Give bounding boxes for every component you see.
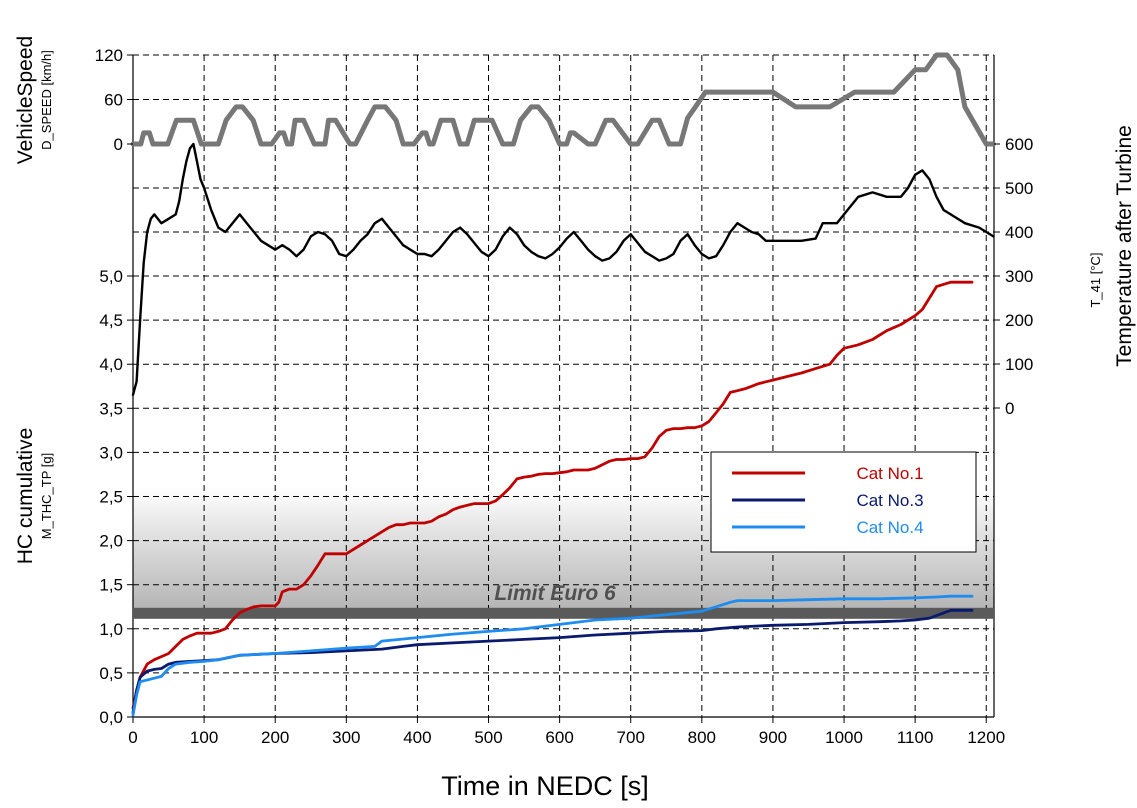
x-tick-label: 1200 <box>967 728 1005 747</box>
speed-axis-ticks: 0 60 120 <box>95 46 133 154</box>
hc-axis-label: HC cumulative <box>14 428 37 565</box>
x-tick-label: 200 <box>261 728 289 747</box>
hc-tick-label: 3,0 <box>99 443 123 462</box>
x-tick-label: 900 <box>759 728 787 747</box>
series-line-cat-no-1 <box>131 280 974 710</box>
x-tick-label: 700 <box>617 728 645 747</box>
x-axis-label: Time in NEDC [s] <box>441 771 649 801</box>
hc-tick-label: 0,5 <box>99 664 123 683</box>
legend-entry: Cat No.3 <box>856 491 923 510</box>
series-layer <box>130 52 996 717</box>
series-line-t-41 <box>131 142 995 396</box>
speed-tick-label: 120 <box>95 46 123 65</box>
temperature-tick-label: 300 <box>1005 267 1033 286</box>
limit-label: Limit Euro 6 <box>494 582 616 605</box>
x-tick-label: 1100 <box>897 728 934 747</box>
axis-lines <box>132 55 995 718</box>
hc-tick-label: 3,5 <box>99 399 123 418</box>
temperature-axis-label: Temperature after Turbine <box>1113 125 1136 367</box>
x-tick-label: 0 <box>128 728 137 747</box>
x-tick-label: 100 <box>190 728 218 747</box>
hc-tick-label: 4,5 <box>99 311 123 330</box>
temperature-tick-label: 0 <box>1005 399 1014 418</box>
hc-tick-label: 4,0 <box>99 355 123 374</box>
hc-tick-label: 1,0 <box>99 620 123 639</box>
hc-tick-label: 5,0 <box>99 267 123 286</box>
x-tick-label: 800 <box>688 728 716 747</box>
hc-tick-label: 2,5 <box>99 488 123 507</box>
legend-entry: Cat No.4 <box>856 518 923 537</box>
legend: Cat No.1 Cat No.3 Cat No.4 <box>710 451 977 553</box>
series-line-cat-no-4 <box>131 594 974 717</box>
hc-axis-ticks: 0,0 0,5 1,0 1,5 2,0 2,5 3,0 3,5 4,0 4,5 5,0 <box>99 267 133 727</box>
speed-tick-label: 0 <box>114 135 123 154</box>
hc-axis-sublabel: M_THC_TP [g] <box>39 453 54 539</box>
temperature-tick-label: 200 <box>1005 311 1033 330</box>
legend-entry: Cat No.1 <box>856 464 923 483</box>
hc-tick-label: 0,0 <box>99 708 123 727</box>
temperature-axis-sublabel: T_41 [°C] <box>1088 252 1103 307</box>
x-tick-label: 500 <box>474 728 502 747</box>
limit-euro6-line <box>133 607 994 619</box>
hc-tick-label: 1,5 <box>99 576 123 595</box>
temperature-tick-label: 100 <box>1005 355 1033 374</box>
grid-lines <box>133 54 994 717</box>
temperature-tick-label: 400 <box>1005 223 1033 242</box>
x-tick-label: 400 <box>403 728 431 747</box>
speed-axis-sublabel: D_SPEED [km/h] <box>39 50 54 150</box>
x-tick-label: 300 <box>332 728 360 747</box>
x-tick-label: 1000 <box>825 728 863 747</box>
legend-box <box>710 451 977 553</box>
x-tick-label: 600 <box>545 728 573 747</box>
hc-tick-label: 2,0 <box>99 532 123 551</box>
temperature-tick-label: 600 <box>1005 135 1033 154</box>
series-line-d-speed <box>130 52 996 147</box>
speed-axis-label: VehicleSpeed <box>14 36 37 164</box>
temperature-tick-label: 500 <box>1005 179 1033 198</box>
series-line-cat-no-3 <box>131 608 974 714</box>
temperature-axis-ticks: 0 100 200 300 400 500 600 <box>994 135 1033 418</box>
x-axis-ticks: 0 100 200 300 400 500 600 700 800 900 1000 1100 1200 <box>128 717 1005 747</box>
speed-tick-label: 60 <box>104 91 123 110</box>
